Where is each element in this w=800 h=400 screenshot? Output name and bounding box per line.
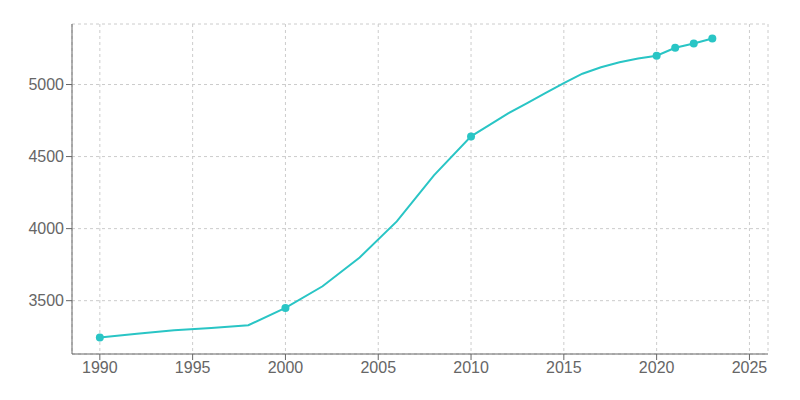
svg-text:2005: 2005 (360, 359, 396, 376)
svg-text:5000: 5000 (28, 76, 64, 93)
svg-text:3500: 3500 (28, 292, 64, 309)
svg-text:1990: 1990 (82, 359, 118, 376)
svg-text:4000: 4000 (28, 220, 64, 237)
svg-text:1995: 1995 (175, 359, 211, 376)
svg-text:2020: 2020 (639, 359, 675, 376)
svg-text:2025: 2025 (732, 359, 768, 376)
svg-text:2015: 2015 (546, 359, 582, 376)
svg-text:2010: 2010 (453, 359, 489, 376)
svg-text:4500: 4500 (28, 148, 64, 165)
svg-text:2000: 2000 (268, 359, 304, 376)
